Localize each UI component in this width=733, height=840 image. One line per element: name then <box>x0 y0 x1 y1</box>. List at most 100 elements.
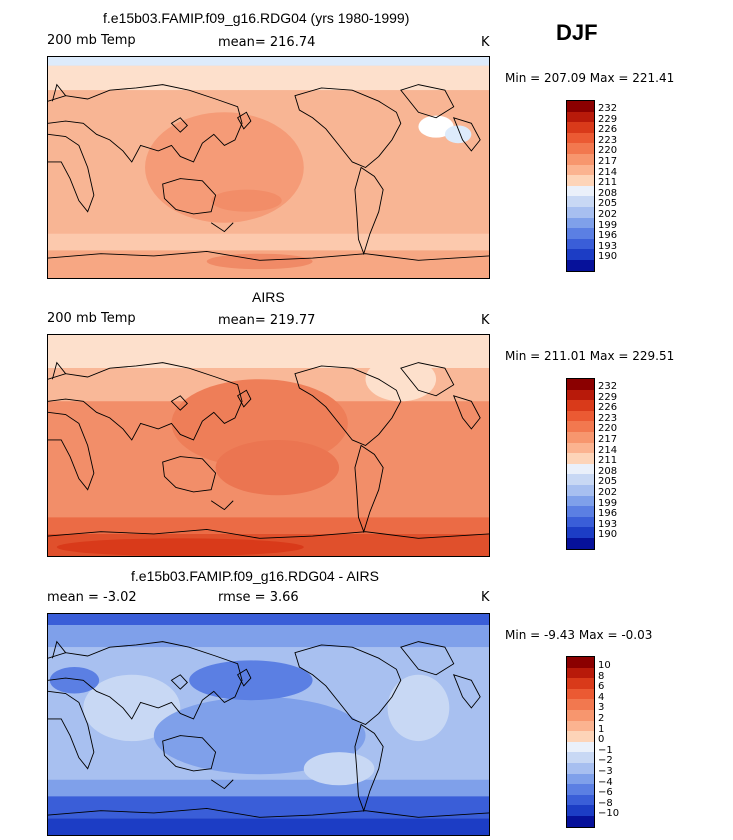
colorbar-label: 208 <box>598 465 618 477</box>
map-contour-region <box>418 115 454 138</box>
map-band <box>48 57 489 66</box>
coastline <box>295 88 401 168</box>
colorbar-label: 202 <box>598 208 618 220</box>
map-band <box>48 818 489 835</box>
colorbar-swatch <box>567 709 594 721</box>
coastline <box>211 501 233 510</box>
colorbar-swatch <box>567 379 594 390</box>
colorbar-label: −8 <box>598 797 613 809</box>
colorbar-swatch <box>567 143 594 154</box>
colorbar-label: 220 <box>598 423 618 435</box>
coastline <box>163 179 216 214</box>
colorbar-label: 199 <box>598 219 618 231</box>
panel-2-minmax: Min = 211.01 Max = 229.51 <box>505 349 675 363</box>
coastline <box>48 85 242 162</box>
coastline <box>454 675 480 708</box>
map-contour-region <box>215 439 340 496</box>
coastline <box>401 363 454 396</box>
panel-2-map <box>47 334 490 557</box>
colorbar-swatch <box>567 752 594 763</box>
colorbar-label: 6 <box>598 681 605 693</box>
coastline <box>48 529 489 538</box>
colorbar-label: 214 <box>598 444 618 456</box>
colorbar-swatch <box>567 132 594 144</box>
colorbar-label: 226 <box>598 124 618 136</box>
colorbar-swatch <box>567 815 594 827</box>
colorbar-label: 208 <box>598 187 618 199</box>
coastline <box>401 642 454 675</box>
coastline <box>355 446 383 532</box>
colorbar-swatch <box>567 506 594 517</box>
map-band <box>48 517 489 534</box>
map-band <box>48 796 489 819</box>
panel-2-colorbar-labels: 232 229 226 223 220 217 214 211 208 205 202 199 196 1… <box>598 381 618 541</box>
panel-1-colorbar <box>566 100 595 272</box>
colorbar-label: 211 <box>598 455 618 467</box>
colorbar-swatch <box>567 196 594 207</box>
map-contour-region <box>303 752 375 786</box>
panel-3-title: f.e15b03.FAMIP.f09_g16.RDG04 - AIRS <box>131 568 380 584</box>
panel-3-units: K <box>481 590 490 605</box>
coastline <box>238 112 251 129</box>
colorbar-label: 196 <box>598 230 618 242</box>
coastline <box>171 118 187 132</box>
colorbar-label: 4 <box>598 691 605 703</box>
colorbar-swatch <box>567 657 594 668</box>
colorbar-label: −2 <box>598 755 613 767</box>
map-contour-region <box>189 660 313 701</box>
coastline <box>48 642 242 719</box>
map-contour-region <box>83 674 181 742</box>
coastline <box>211 223 233 232</box>
coastline <box>295 366 401 446</box>
map-contour-region <box>49 667 100 694</box>
colorbar-label: 3 <box>598 702 605 714</box>
coastline <box>238 669 251 686</box>
panel-1-map-svg <box>48 57 489 278</box>
coastline <box>211 780 233 789</box>
panel-3-rmse: rmse = 3.66 <box>218 590 299 605</box>
colorbar-label: 193 <box>598 518 618 530</box>
colorbar-swatch <box>567 164 594 176</box>
map-band <box>48 233 489 251</box>
coastline <box>52 363 65 380</box>
map-band <box>48 614 489 626</box>
colorbar-label: −3 <box>598 765 613 777</box>
colorbar-label: 205 <box>598 476 618 488</box>
colorbar-swatch <box>567 463 594 475</box>
colorbar-label: 202 <box>598 486 618 498</box>
map-contour-region <box>56 538 304 556</box>
colorbar-label: 190 <box>598 529 618 541</box>
panel-3-map-svg <box>48 614 489 835</box>
map-contour-region <box>211 189 282 212</box>
colorbar-swatch <box>567 805 594 816</box>
map-contour-region <box>153 696 366 775</box>
colorbar-label: 2 <box>598 712 605 724</box>
colorbar-swatch <box>567 389 594 401</box>
map-band <box>48 65 489 91</box>
coastline <box>52 85 65 102</box>
colorbar-swatch <box>567 122 594 133</box>
colorbar-label: 10 <box>598 660 611 671</box>
colorbar-swatch <box>567 731 594 742</box>
colorbar-swatch <box>567 217 594 229</box>
colorbar-label: 220 <box>598 145 618 157</box>
colorbar-label: 199 <box>598 497 618 509</box>
colorbar-label: −10 <box>598 808 620 820</box>
coastline <box>295 645 401 725</box>
coastline <box>48 251 489 260</box>
colorbar-label: 196 <box>598 508 618 520</box>
colorbar-label: 8 <box>598 670 605 682</box>
colorbar-swatch <box>567 400 594 411</box>
panel-1-map <box>47 56 490 279</box>
colorbar-swatch <box>567 773 594 785</box>
colorbar-label: 0 <box>598 734 605 746</box>
colorbar-swatch <box>567 495 594 507</box>
colorbar-label: 226 <box>598 402 618 414</box>
panel-1-variable: 200 mb Temp <box>47 33 136 48</box>
coastline <box>52 642 65 659</box>
map-band <box>48 625 489 648</box>
coastline <box>48 134 94 211</box>
colorbar-label: −4 <box>598 776 613 788</box>
colorbar-swatch <box>567 442 594 454</box>
coastline <box>171 396 187 410</box>
